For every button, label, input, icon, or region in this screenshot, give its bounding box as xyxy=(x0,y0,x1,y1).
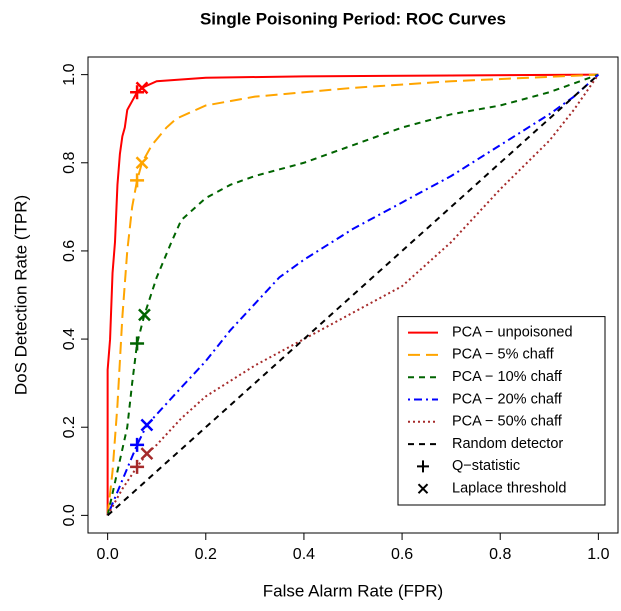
threshold-marker xyxy=(135,81,149,95)
x-tick-label: 0.6 xyxy=(391,546,413,563)
legend: PCA − unpoisoned PCA − 5% chaff PCA − 10% … xyxy=(397,316,606,506)
x-tick-label: 1.0 xyxy=(587,546,609,563)
threshold-marker xyxy=(130,173,145,188)
threshold-marker xyxy=(130,336,145,351)
x-tick-label: 0.2 xyxy=(195,546,217,563)
chart-title: Single Poisoning Period: ROC Curves xyxy=(200,9,506,28)
plot-frame xyxy=(87,56,619,534)
x-tick-label: 0.4 xyxy=(293,546,315,563)
x-axis-label: False Alarm Rate (FPR) xyxy=(263,581,443,600)
legend-label: PCA − unpoisoned xyxy=(452,324,573,340)
legend-label: PCA − 20% chaff xyxy=(452,391,563,407)
threshold-marker xyxy=(135,156,149,170)
legend-label: PCA − 10% chaff xyxy=(452,369,563,385)
y-tick-label: 0.0 xyxy=(61,504,78,526)
x-tick-label: 0.8 xyxy=(489,546,511,563)
x-tick-label: 0.0 xyxy=(97,546,119,563)
y-tick-label: 0.8 xyxy=(61,152,78,174)
legend-symbol xyxy=(417,460,429,473)
roc-curve xyxy=(106,73,599,516)
y-axis-label: DoS Detection Rate (TPR) xyxy=(11,195,30,395)
legend-label: Random detector xyxy=(452,436,563,452)
legend-label: Laplace threshold xyxy=(452,481,566,497)
roc-curve xyxy=(106,73,600,516)
legend-label: PCA − 5% chaff xyxy=(452,347,555,363)
y-tick-label: 0.2 xyxy=(61,416,78,438)
roc-curve xyxy=(106,73,599,516)
y-tick-label: 0.4 xyxy=(61,328,78,350)
threshold-marker xyxy=(140,418,154,432)
y-tick-label: 1.0 xyxy=(61,63,78,85)
threshold-marker xyxy=(130,437,145,452)
legend-box xyxy=(397,316,606,506)
legend-label: Q−statistic xyxy=(452,458,520,474)
y-tick-label: 0.6 xyxy=(61,240,78,262)
threshold-marker xyxy=(138,308,151,322)
roc-curve xyxy=(106,73,599,516)
threshold-marker xyxy=(140,447,154,461)
threshold-marker xyxy=(130,459,145,474)
legend-label: PCA − 50% chaff xyxy=(452,414,563,430)
roc-curve xyxy=(106,74,600,516)
legend-symbol xyxy=(417,483,429,494)
